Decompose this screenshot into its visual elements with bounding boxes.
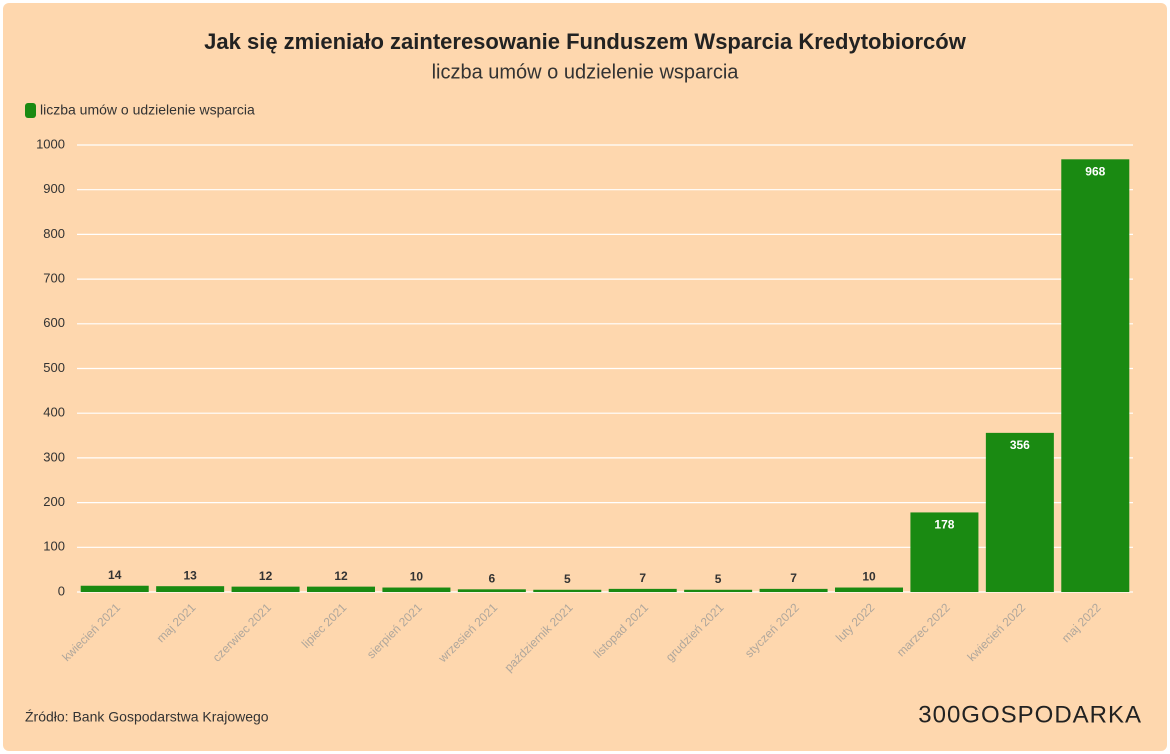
bar — [533, 589, 602, 592]
chart-title: Jak się zmieniało zainteresowanie Fundus… — [204, 29, 967, 54]
bar — [457, 589, 526, 592]
data-label: 14 — [108, 568, 122, 582]
bar — [985, 432, 1054, 592]
y-tick-label: 500 — [43, 360, 65, 375]
bar — [759, 588, 828, 592]
y-tick-label: 200 — [43, 494, 65, 509]
bar — [307, 586, 375, 592]
y-tick-label: 1000 — [36, 136, 65, 151]
data-label: 5 — [564, 572, 571, 586]
bar — [382, 587, 451, 592]
bar — [1061, 159, 1130, 592]
data-label: 10 — [862, 570, 876, 584]
legend-swatch — [25, 103, 36, 118]
bar — [156, 586, 225, 592]
y-tick-label: 900 — [43, 181, 65, 196]
y-tick-label: 600 — [43, 315, 65, 330]
bar — [80, 585, 149, 592]
data-label: 12 — [334, 569, 348, 583]
data-label: 7 — [790, 571, 797, 585]
logo: 300GOSPODARKA — [918, 701, 1142, 728]
data-label: 178 — [934, 518, 954, 532]
y-tick-label: 700 — [43, 271, 65, 286]
bar — [608, 588, 677, 592]
y-tick-label: 400 — [43, 405, 65, 420]
data-label: 5 — [715, 572, 722, 586]
chart-subtitle: liczba umów o udzielenie wsparcia — [432, 61, 740, 83]
data-label: 12 — [259, 569, 273, 583]
source: Źródło: Bank Gospodarstwa Krajowego — [25, 709, 269, 725]
bar — [231, 586, 300, 592]
data-label: 968 — [1085, 164, 1105, 178]
y-tick-label: 0 — [58, 583, 65, 598]
bar — [835, 587, 903, 592]
bar — [910, 512, 979, 592]
y-tick-label: 300 — [43, 449, 65, 464]
legend-label: liczba umów o udzielenie wsparcia — [40, 102, 255, 118]
data-label: 10 — [410, 570, 424, 584]
bar — [684, 589, 753, 592]
data-label: 7 — [639, 571, 646, 585]
y-tick-label: 800 — [43, 226, 65, 241]
data-label: 356 — [1010, 438, 1030, 452]
data-label: 6 — [489, 571, 496, 585]
y-tick-label: 100 — [43, 539, 65, 554]
data-label: 13 — [183, 568, 197, 582]
